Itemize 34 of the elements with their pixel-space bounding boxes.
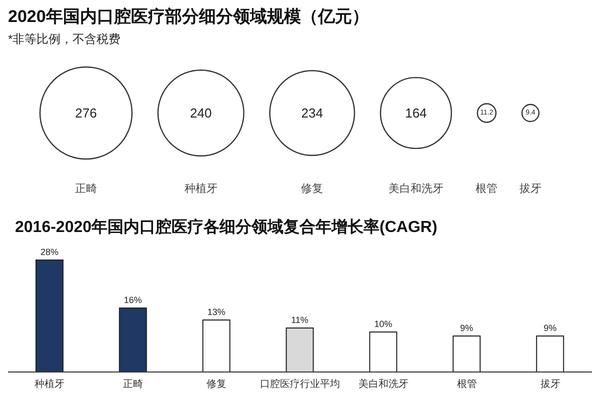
x-tick-label: 口腔医疗行业平均 (260, 378, 340, 390)
data-label: 9% (460, 323, 474, 333)
x-tick-label: 拔牙 (540, 378, 560, 390)
data-label: 28% (40, 247, 59, 257)
category-label: 美白和洗牙 (388, 182, 444, 195)
x-tick-label: 种植牙 (34, 378, 65, 390)
data-label: 13% (207, 307, 226, 317)
chart-title: 2016-2020年国内口腔医疗各细分领域复合年增长率(CAGR) (15, 217, 438, 238)
data-label: 9% (544, 323, 557, 333)
data-label: 276 (75, 106, 97, 120)
bar (369, 332, 398, 372)
x-tick-label: 修复 (206, 378, 227, 390)
category-label: 根管 (476, 182, 498, 195)
category-label: 拔牙 (519, 182, 542, 195)
x-tick-label: 正畸 (123, 379, 144, 390)
data-label: 11% (291, 315, 308, 325)
category-label: 正畸 (75, 182, 97, 195)
data-label: 240 (190, 106, 212, 120)
category-label: 修复 (301, 182, 324, 195)
category-label: 种植牙 (184, 182, 218, 195)
bar (36, 260, 64, 372)
bar (202, 320, 230, 372)
bar (286, 328, 314, 372)
data-label: 16% (124, 295, 142, 305)
bar (452, 336, 481, 372)
data-label: 10% (374, 319, 392, 329)
text: *非等比例，不含税费 (8, 31, 121, 48)
x-tick-label: 美白和洗牙 (358, 378, 408, 390)
x-tick-label: 根管 (456, 378, 477, 390)
text: 2020年国内口腔医疗部分细分领域规模（亿元） (8, 6, 369, 28)
bar (118, 308, 147, 372)
bar (536, 336, 564, 372)
data-label: 164 (405, 106, 427, 120)
data-label: 234 (301, 106, 323, 120)
